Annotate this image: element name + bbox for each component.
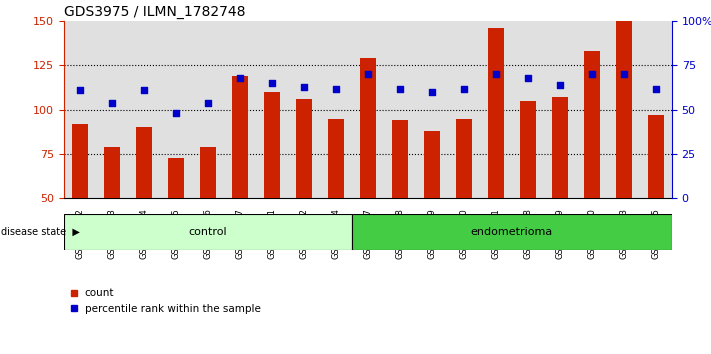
Bar	[64, 214, 352, 250]
Bar	[424, 131, 440, 198]
Bar	[416, 21, 448, 198]
Point	[299, 84, 310, 90]
Bar	[480, 21, 512, 198]
Bar	[328, 119, 344, 198]
Bar	[456, 119, 472, 198]
Bar	[136, 127, 152, 198]
Bar	[160, 21, 192, 198]
Bar	[448, 21, 480, 198]
Bar	[264, 92, 280, 198]
Bar	[552, 97, 568, 198]
Text: GDS3975 / ILMN_1782748: GDS3975 / ILMN_1782748	[64, 5, 245, 19]
Point	[202, 100, 213, 105]
Bar	[192, 21, 224, 198]
Text: endometrioma: endometrioma	[471, 227, 553, 237]
Bar	[616, 21, 632, 198]
Point	[75, 87, 85, 93]
Point	[234, 75, 246, 81]
Bar	[232, 76, 248, 198]
Legend: count, percentile rank within the sample: count, percentile rank within the sample	[69, 289, 261, 314]
Bar	[608, 21, 640, 198]
Point	[138, 87, 149, 93]
Bar	[200, 147, 216, 198]
Bar	[488, 28, 504, 198]
Bar	[128, 21, 160, 198]
Point	[522, 75, 533, 81]
Point	[490, 72, 501, 77]
Bar	[296, 99, 312, 198]
Bar	[648, 115, 664, 198]
Bar	[384, 21, 416, 198]
Point	[586, 72, 597, 77]
Bar	[352, 21, 384, 198]
Text: disease state  ▶: disease state ▶	[1, 227, 80, 237]
Bar	[104, 147, 120, 198]
Point	[618, 72, 630, 77]
Bar	[640, 21, 672, 198]
Point	[106, 100, 117, 105]
Bar	[392, 120, 408, 198]
Bar	[512, 21, 544, 198]
Point	[394, 86, 405, 91]
Bar	[544, 21, 576, 198]
Point	[458, 86, 469, 91]
Point	[170, 110, 181, 116]
Bar	[168, 158, 184, 198]
Point	[330, 86, 341, 91]
Bar	[224, 21, 256, 198]
Bar	[576, 21, 608, 198]
Point	[362, 72, 374, 77]
Bar	[352, 214, 672, 250]
Bar	[72, 124, 88, 198]
Point	[650, 86, 661, 91]
Point	[427, 89, 438, 95]
Bar	[256, 21, 288, 198]
Point	[554, 82, 565, 88]
Bar	[360, 58, 376, 198]
Bar	[64, 21, 96, 198]
Point	[266, 80, 277, 86]
Bar	[96, 21, 128, 198]
Bar	[320, 21, 352, 198]
Bar	[584, 51, 600, 198]
Text: control: control	[188, 227, 228, 237]
Bar	[288, 21, 320, 198]
Bar	[520, 101, 536, 198]
